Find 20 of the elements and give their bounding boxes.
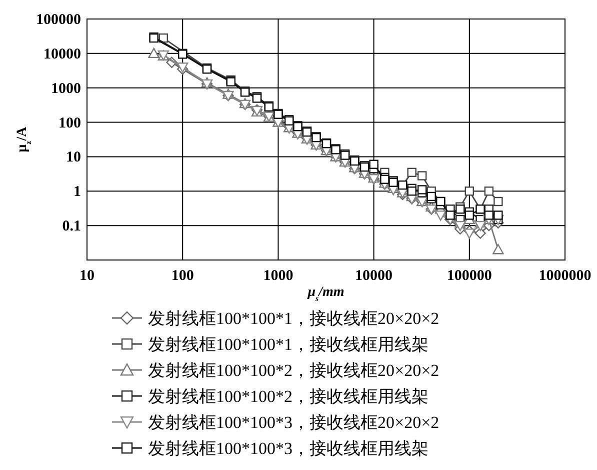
legend-label: 发射线框100*100*3，接收线框用线架 xyxy=(148,439,428,458)
x-tick-label: 100000 xyxy=(446,268,492,284)
x-tick-label: 10000 xyxy=(355,268,393,284)
legend-label: 发射线框100*100*1，接收线框20×20×2 xyxy=(148,309,440,328)
y-tick-label: 1000 xyxy=(51,80,81,97)
y-tick-label: 10000 xyxy=(44,46,81,62)
legend-label: 发射线框100*100*2，接收线框用线架 xyxy=(148,387,428,406)
legend-label: 发射线框100*100*2，接收线框20×20×2 xyxy=(148,361,440,380)
x-axis-title: μ$_{s}$/mm xyxy=(306,285,344,302)
legend-label: 发射线框100*100*3，接收线框20×20×2 xyxy=(148,413,440,432)
y-tick-label: 100 xyxy=(58,115,81,132)
legend-label: 发射线框100*100*1，接收线框用线架 xyxy=(148,335,428,354)
x-tick-label: 100 xyxy=(171,268,194,284)
y-tick-label: 10 xyxy=(66,150,81,166)
x-tick-label: 1000000 xyxy=(538,268,592,284)
y-tick-label: 1 xyxy=(74,184,81,200)
y-tick-label: 100000 xyxy=(36,12,81,28)
x-tick-label: 1000 xyxy=(263,268,294,284)
x-tick-label: 10 xyxy=(80,268,94,284)
y-tick-label: 0.1 xyxy=(62,218,81,235)
